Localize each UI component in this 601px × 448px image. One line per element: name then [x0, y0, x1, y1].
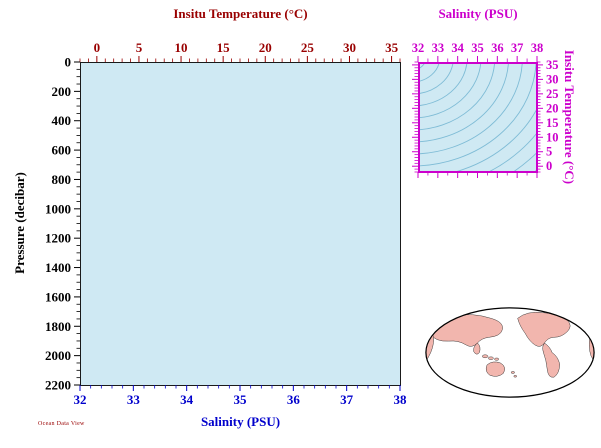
ts-overview-plot-area[interactable] [418, 62, 538, 173]
main-left-axis-title: Pressure (decibar) [12, 172, 27, 274]
svg-text:20: 20 [546, 101, 559, 115]
svg-text:600: 600 [52, 143, 72, 158]
svg-text:0: 0 [94, 40, 101, 55]
svg-text:35: 35 [234, 392, 248, 407]
svg-text:10: 10 [175, 40, 188, 55]
svg-text:1600: 1600 [45, 289, 71, 304]
svg-text:0: 0 [65, 55, 72, 70]
svg-text:35: 35 [546, 58, 559, 72]
ts-right-axis-title: Insitu Temperature (°C) [562, 49, 577, 185]
svg-text:800: 800 [52, 172, 72, 187]
svg-text:2000: 2000 [45, 348, 71, 363]
svg-text:20: 20 [259, 40, 272, 55]
svg-text:10: 10 [546, 130, 559, 144]
map-outline [425, 307, 595, 398]
svg-text:1000: 1000 [45, 201, 71, 216]
ts-top-axis-title: Salinity (PSU) [438, 6, 518, 21]
svg-text:38: 38 [394, 392, 408, 407]
svg-text:35: 35 [471, 41, 484, 55]
svg-text:33: 33 [432, 41, 445, 55]
svg-text:37: 37 [511, 41, 524, 55]
svg-text:35: 35 [385, 40, 399, 55]
svg-text:5: 5 [546, 145, 552, 159]
svg-text:33: 33 [127, 392, 141, 407]
svg-text:15: 15 [217, 40, 231, 55]
svg-text:0: 0 [546, 159, 552, 173]
svg-text:1400: 1400 [45, 260, 71, 275]
svg-text:32: 32 [412, 41, 425, 55]
svg-text:200: 200 [52, 84, 72, 99]
svg-text:2200: 2200 [45, 378, 71, 393]
main-bottom-axis-title: Salinity (PSU) [200, 414, 281, 429]
svg-text:15: 15 [546, 116, 559, 130]
main-top-axis-title: Insitu Temperature (°C) [173, 6, 308, 21]
world-map[interactable] [424, 305, 596, 400]
svg-text:5: 5 [136, 40, 143, 55]
svg-text:36: 36 [287, 392, 301, 407]
svg-text:400: 400 [52, 113, 72, 128]
footer-stamp: Ocean Data View [38, 421, 85, 427]
isopycnal-contours [420, 64, 536, 171]
svg-text:25: 25 [546, 87, 559, 101]
svg-text:25: 25 [301, 40, 315, 55]
svg-text:1200: 1200 [45, 231, 71, 246]
main-plot-area[interactable] [80, 62, 401, 386]
svg-text:34: 34 [451, 41, 464, 55]
svg-text:1800: 1800 [45, 319, 71, 334]
svg-text:37: 37 [340, 392, 354, 407]
svg-text:30: 30 [343, 40, 356, 55]
svg-text:38: 38 [531, 41, 544, 55]
svg-text:36: 36 [491, 41, 504, 55]
svg-text:34: 34 [180, 392, 194, 407]
svg-text:30: 30 [546, 72, 559, 86]
svg-text:32: 32 [74, 392, 87, 407]
